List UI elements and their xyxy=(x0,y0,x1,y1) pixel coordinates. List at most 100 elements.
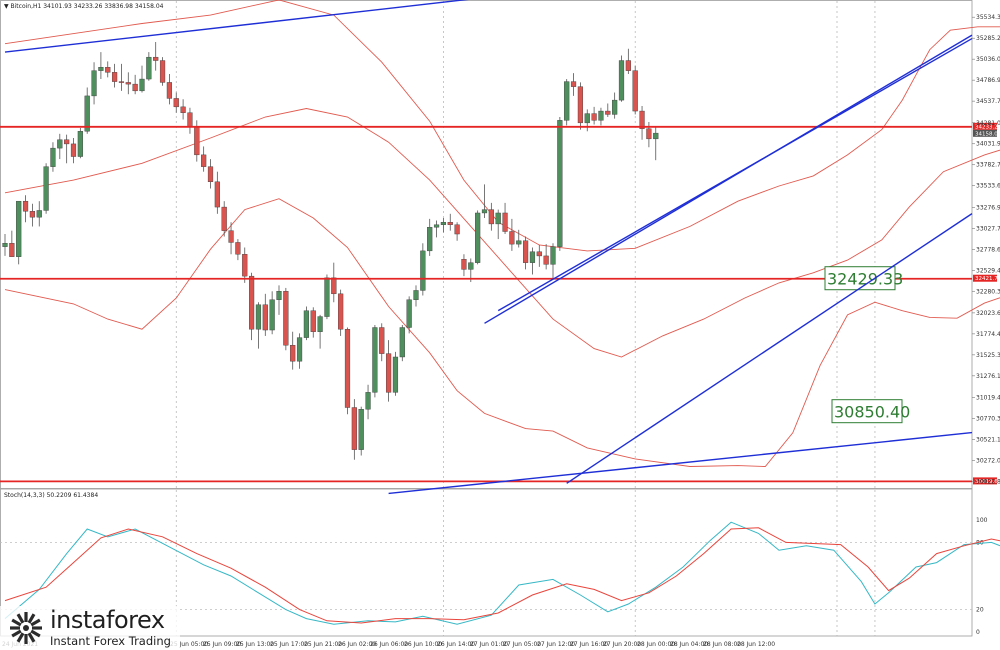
candle xyxy=(653,126,659,161)
candle xyxy=(201,146,207,172)
bull-candle-body xyxy=(43,166,49,211)
logo-ray xyxy=(24,634,28,644)
logo-ray xyxy=(30,629,41,638)
candle xyxy=(523,236,529,270)
candle xyxy=(427,218,433,256)
candle xyxy=(242,247,248,283)
price-tick-label: 32280.30 xyxy=(976,288,1000,295)
bull-candle-body xyxy=(324,277,330,317)
bear-candle-body xyxy=(338,293,344,330)
price-tick-label: 34537.75 xyxy=(976,98,1000,105)
bull-candle-body xyxy=(317,316,323,332)
candle xyxy=(159,57,166,86)
bear-candle-body xyxy=(639,110,645,129)
trendlines: 30850.40 xyxy=(4,0,973,495)
level-badge-text: 34158.04 xyxy=(975,131,1000,137)
candle xyxy=(495,209,501,240)
trendline-label-box xyxy=(831,399,903,424)
candle xyxy=(111,63,118,88)
bear-candle-body xyxy=(125,82,131,85)
bull-candle-body xyxy=(612,99,618,115)
bull-candle-body xyxy=(618,60,625,101)
candle xyxy=(91,62,97,105)
bull-candle-body xyxy=(468,262,474,270)
candle xyxy=(77,127,83,159)
bull-candle-body xyxy=(50,147,56,167)
bull-candle-body xyxy=(365,392,371,410)
bear-candle-body xyxy=(632,70,638,112)
instaforex-logo-icon xyxy=(10,612,42,644)
bear-candle-body xyxy=(207,166,214,183)
candle xyxy=(338,289,344,336)
stochastic-header: Stoch(14,3,3) 50.2209 61.4384 xyxy=(4,492,98,499)
logo-ray xyxy=(11,629,22,638)
logo-ray xyxy=(11,618,22,627)
bear-candle-body xyxy=(64,139,70,145)
bear-candle-body xyxy=(242,254,248,277)
bear-candle-body xyxy=(379,327,385,354)
candle xyxy=(584,109,590,132)
level-badge-bg xyxy=(973,129,997,137)
bull-candle-body xyxy=(77,131,83,157)
bull-candle-body xyxy=(372,327,378,393)
watermark: instaforex Instant Forex Trading xyxy=(0,606,180,650)
candle xyxy=(372,324,378,398)
bull-candle-body xyxy=(550,246,556,265)
time-tick-label: 25 Jun 09:00 xyxy=(203,641,241,648)
price-tick-label: 33782.75 xyxy=(976,162,1000,169)
logo-ray xyxy=(27,632,36,643)
bear-candle-body xyxy=(591,113,597,121)
bear-candle-body xyxy=(262,304,268,331)
stochastic-signal-line xyxy=(4,527,1000,624)
bull-candle-body xyxy=(146,56,152,80)
bear-candle-body xyxy=(228,230,234,243)
candle xyxy=(235,239,241,261)
bear-candle-body xyxy=(454,224,460,235)
price-tick-label: 31774.45 xyxy=(976,331,1000,338)
bear-candle-body xyxy=(201,154,207,167)
bull-candle-body xyxy=(598,110,604,121)
candle xyxy=(461,254,467,277)
candle xyxy=(598,107,604,126)
candle xyxy=(269,291,275,335)
candle xyxy=(365,384,371,420)
logo-ray xyxy=(16,613,25,624)
watermark-tagline: Instant Forex Trading xyxy=(50,634,171,648)
candle xyxy=(50,142,56,172)
bull-candle-body xyxy=(84,95,90,132)
bear-candle-body xyxy=(9,243,15,257)
logo-ray xyxy=(10,626,20,630)
bull-candle-body xyxy=(296,337,303,362)
bull-candle-body xyxy=(57,139,63,149)
bear-candle-body xyxy=(523,240,529,263)
level-badge-bg xyxy=(973,477,997,485)
main-panel-frame xyxy=(0,0,973,489)
candle xyxy=(317,314,323,349)
bear-candle-body xyxy=(194,126,200,156)
time-tick-label: 26 Jun 10:00 xyxy=(404,641,442,648)
price-tick-label: 31276.15 xyxy=(976,373,1000,380)
stoch-level-label: 20 xyxy=(976,607,984,614)
bear-candle-body xyxy=(461,259,467,270)
bear-candle-body xyxy=(536,251,542,257)
bull-candle-body xyxy=(269,299,275,331)
time-tick-label: 27 Jun 01:00 xyxy=(470,641,508,648)
candle xyxy=(64,134,70,164)
time-tick-label: 25 Jun 21:00 xyxy=(304,641,342,648)
bear-candle-body xyxy=(509,231,515,245)
candle xyxy=(166,74,173,105)
bull-candle-body xyxy=(584,113,590,124)
bull-candle-body xyxy=(91,70,97,97)
candle xyxy=(625,48,631,75)
candle xyxy=(180,99,186,120)
bull-candle-body xyxy=(98,67,104,71)
price-tick-label: 33533.60 xyxy=(976,183,1000,190)
bear-candle-body xyxy=(283,291,289,346)
bull-candle-body xyxy=(475,212,481,263)
bull-candle-body xyxy=(420,250,426,291)
watermark-brand: instaforex xyxy=(50,606,165,634)
candle xyxy=(550,243,556,280)
candle xyxy=(207,159,214,189)
